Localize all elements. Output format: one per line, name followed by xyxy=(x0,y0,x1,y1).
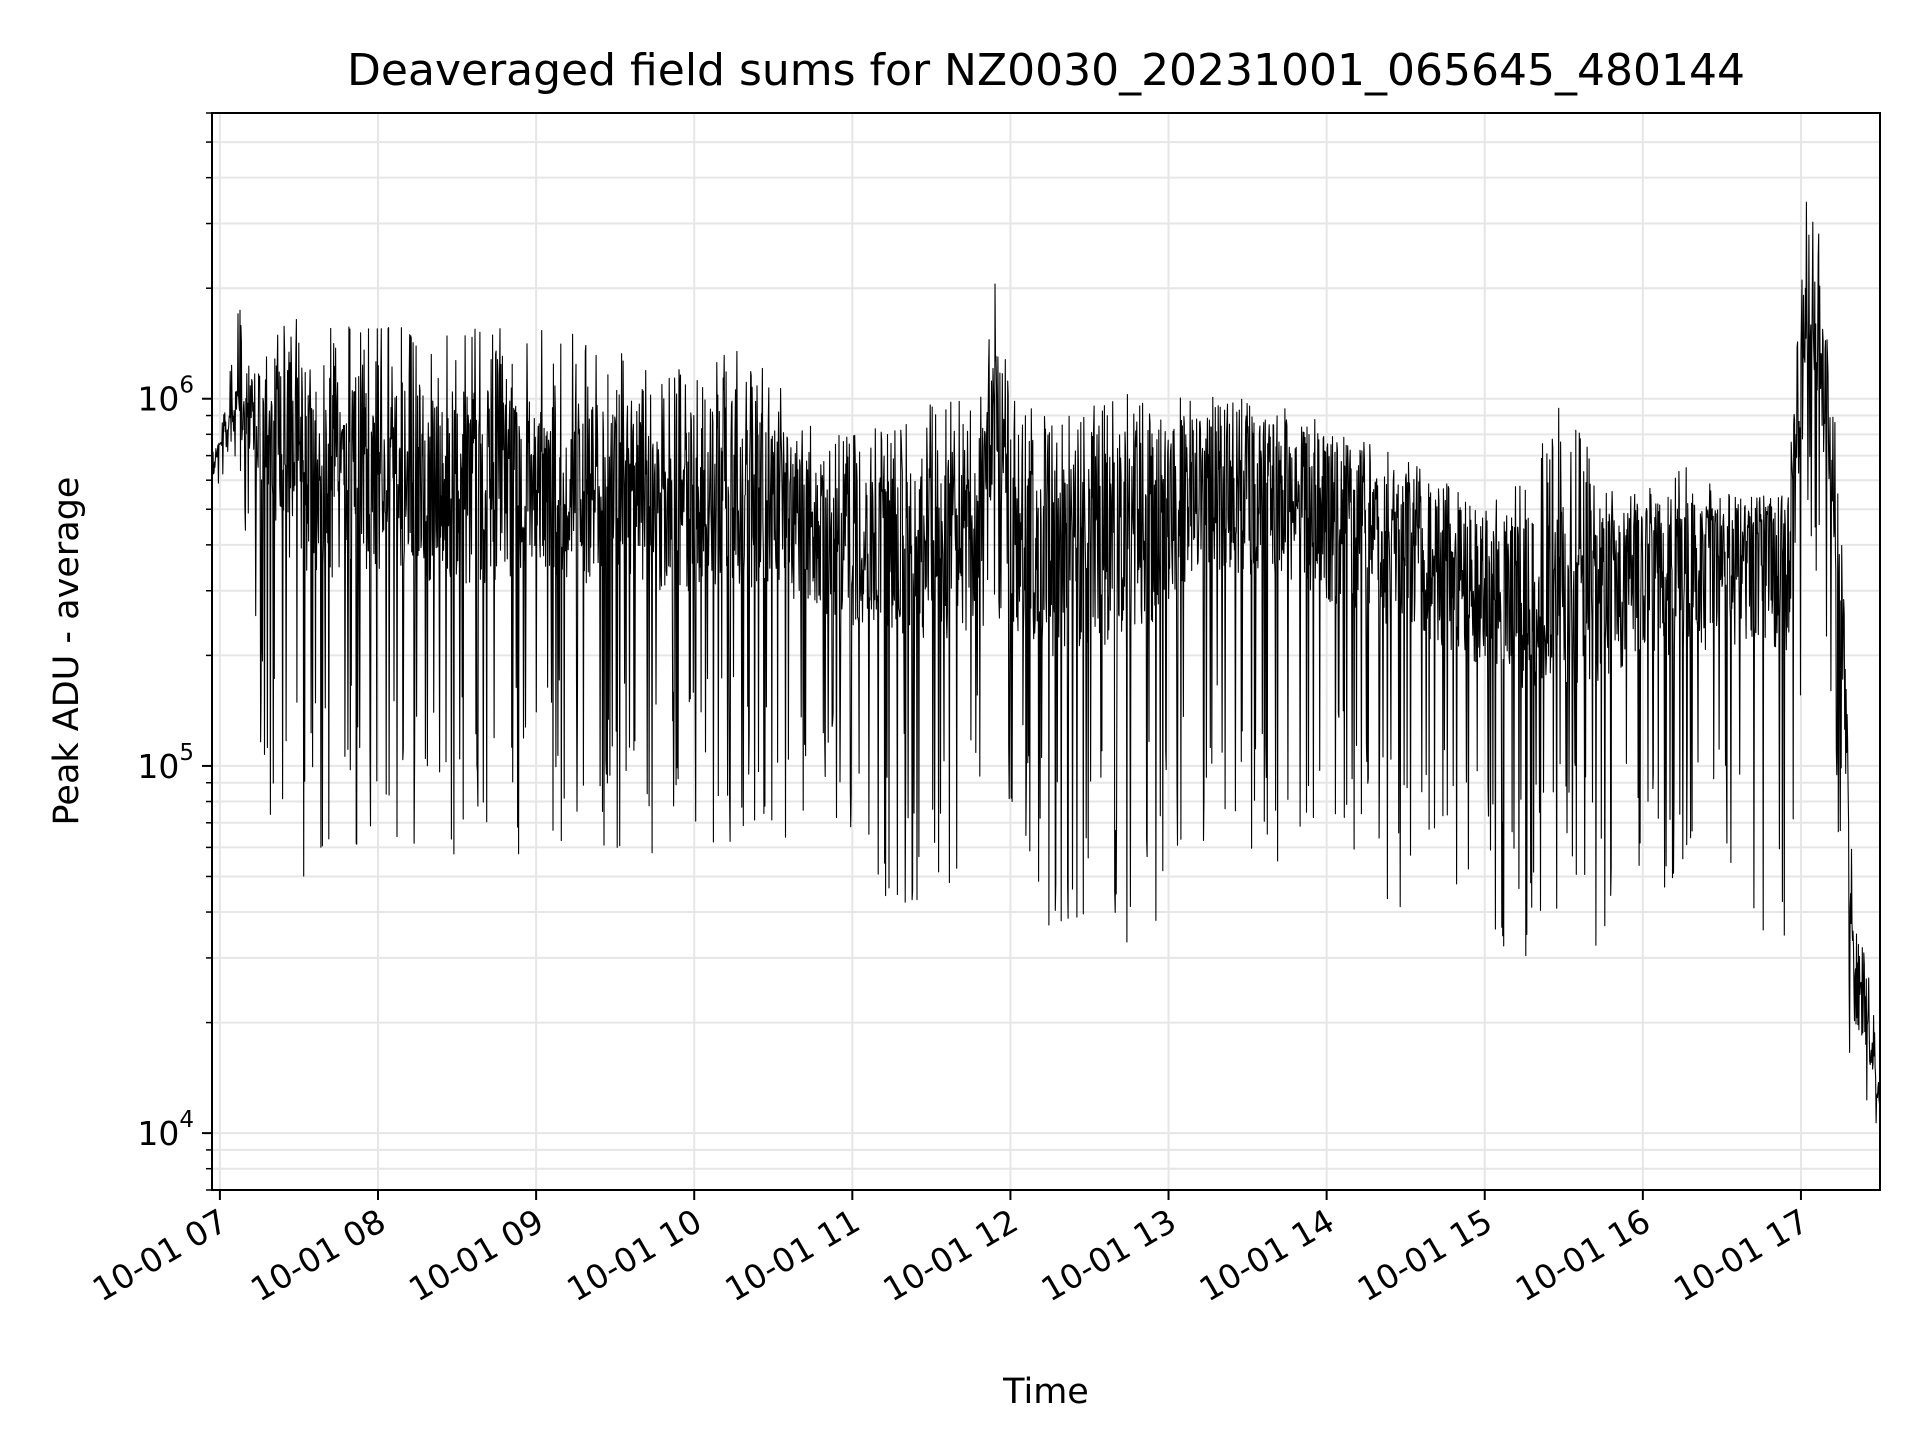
series-line xyxy=(211,201,1881,1124)
y-tick-label: 106 xyxy=(137,373,194,419)
y-tick-exponent: 4 xyxy=(179,1107,194,1133)
y-tick-base: 10 xyxy=(137,747,179,786)
y-tick-label: 105 xyxy=(137,740,194,786)
plot-area xyxy=(211,201,1881,1124)
x-axis-label: Time xyxy=(1002,1372,1089,1412)
y-tick-label: 104 xyxy=(137,1107,194,1153)
y-tick-base: 10 xyxy=(137,1114,179,1153)
chart-title: Deaveraged field sums for NZ0030_2023100… xyxy=(347,45,1745,96)
axes-frame xyxy=(211,112,1881,1191)
y-tick-base: 10 xyxy=(137,380,179,419)
grid xyxy=(212,112,1880,1191)
y-tick-exponent: 5 xyxy=(179,740,194,766)
y-axis-label: Peak ADU - average xyxy=(47,477,87,826)
y-tick-exponent: 6 xyxy=(179,373,194,399)
